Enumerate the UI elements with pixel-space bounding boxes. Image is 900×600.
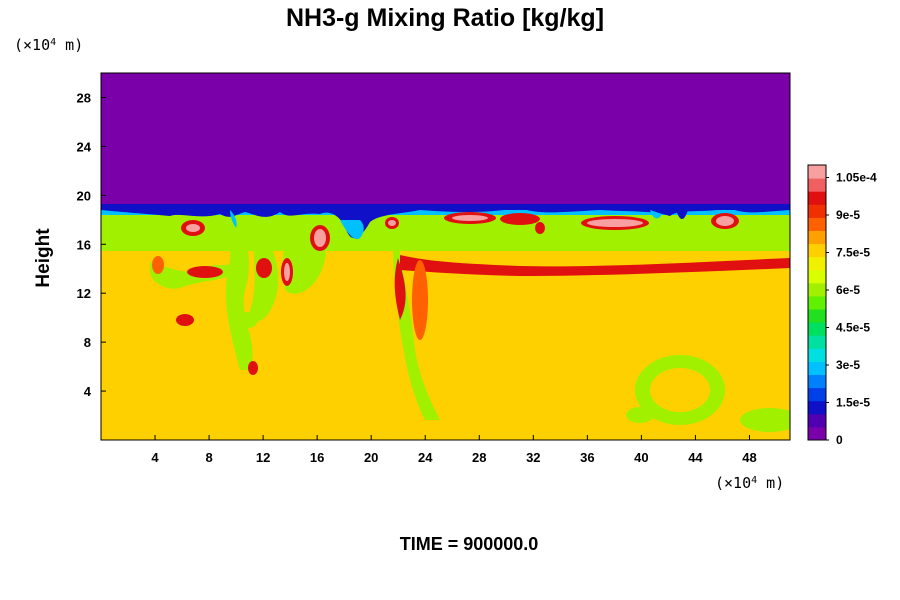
colorbar-swatch — [808, 348, 826, 362]
plume-feature — [282, 215, 326, 294]
colorbar-swatch — [808, 400, 826, 415]
chart-title: NH3-g Mixing Ratio [kg/kg] — [286, 4, 604, 32]
colorbar-swatch — [808, 230, 826, 245]
x-tick-label: 8 — [205, 450, 212, 465]
time-label: TIME = 900000.0 — [400, 534, 539, 554]
colorbar-tick-label: 9e-5 — [836, 208, 860, 222]
y-axis-ticks: 4 8 12 16 20 24 28 — [77, 90, 106, 399]
plot-frame — [100, 72, 791, 441]
cyan-edge-region — [101, 209, 790, 215]
colorbar-swatch — [808, 309, 826, 323]
plume-feature — [740, 408, 790, 432]
colorbar-swatch — [808, 191, 826, 205]
colorbar-tick-label: 1.05e-4 — [836, 171, 877, 185]
plume-feature — [256, 258, 272, 278]
y-tick-label: 16 — [77, 237, 91, 252]
colorbar-swatch — [808, 165, 826, 179]
plume-feature — [284, 263, 290, 281]
colorbar-swatch — [808, 269, 826, 284]
y-tick-label: 24 — [77, 139, 92, 154]
plume-feature — [314, 229, 326, 247]
plume-feature — [186, 224, 200, 232]
upper-atmosphere-overlay — [101, 73, 790, 204]
plume-feature — [535, 222, 545, 234]
x-tick-label: 44 — [688, 450, 703, 465]
colorbar-tick-label: 3e-5 — [836, 358, 860, 372]
colorbar-swatch — [808, 282, 826, 297]
plume-feature — [676, 210, 688, 219]
colorbar-swatch — [808, 295, 826, 310]
plume-feature — [152, 256, 164, 274]
plume-feature — [340, 220, 364, 240]
plume-feature — [716, 216, 734, 226]
y-axis-label: Height — [33, 228, 54, 288]
colorbar-swatch — [808, 243, 826, 258]
y-tick-label: 20 — [77, 188, 91, 203]
plume-feature — [452, 215, 488, 221]
plume-features — [101, 73, 790, 432]
colorbar-frame — [807, 164, 827, 441]
plume-feature — [230, 210, 237, 228]
plume-feature — [650, 210, 662, 219]
colorbar-ticks: 0 1.5e-5 3e-5 4.5e-5 6e-5 7.5e-5 9e-5 1.05e-4 — [826, 171, 877, 447]
colorbar-swatch — [808, 413, 826, 428]
x-tick-label: 24 — [418, 450, 433, 465]
colorbar-tick-label: 4.5e-5 — [836, 321, 870, 335]
plume-feature — [500, 213, 540, 225]
y-axis-unit: (×104 m) — [14, 36, 83, 54]
plume-feature — [412, 260, 428, 340]
plume-feature — [394, 258, 406, 320]
x-axis-ticks: 4 8 12 16 20 24 28 32 36 40 44 48 — [151, 435, 757, 465]
colorbar — [807, 164, 827, 441]
x-tick-label: 4 — [151, 450, 159, 465]
plume-feature — [176, 314, 194, 326]
plume-feature — [650, 368, 710, 412]
colorbar-swatch — [808, 361, 826, 376]
plume-feature — [388, 220, 396, 226]
plume-feature — [400, 255, 790, 276]
colorbar-swatch — [808, 178, 826, 192]
y-tick-label: 12 — [77, 286, 91, 301]
x-tick-label: 20 — [364, 450, 378, 465]
plume-feature — [248, 361, 258, 375]
x-tick-label: 48 — [742, 450, 756, 465]
colorbar-tick-label: 6e-5 — [836, 283, 860, 297]
colorbar-swatch — [808, 217, 826, 231]
y-tick-label: 28 — [77, 90, 91, 105]
colorbar-swatch — [808, 204, 826, 218]
colorbar-swatch — [808, 426, 826, 441]
plume-feature — [392, 220, 440, 420]
colorbar-swatch — [808, 335, 826, 349]
plume-feature — [238, 312, 258, 328]
y-tick-label: 4 — [84, 384, 92, 399]
y-tick-label: 8 — [84, 335, 91, 350]
plume-feature — [101, 204, 790, 239]
x-axis-unit: (×104 m) — [715, 474, 784, 492]
colorbar-swatch — [808, 256, 826, 271]
colorbar-tick-label: 0 — [836, 433, 843, 447]
plume-feature — [626, 407, 654, 423]
colorbar-tick-label: 7.5e-5 — [836, 246, 870, 260]
plume-feature — [187, 266, 223, 278]
x-tick-label: 36 — [580, 450, 594, 465]
colorbar-swatch — [808, 374, 826, 389]
heatmap-field — [101, 73, 790, 440]
x-tick-label: 28 — [472, 450, 486, 465]
x-tick-label: 16 — [310, 450, 324, 465]
colorbar-swatch — [808, 387, 826, 402]
x-tick-label: 12 — [256, 450, 270, 465]
x-tick-label: 32 — [526, 450, 540, 465]
colorbar-swatch — [808, 322, 826, 336]
x-tick-label: 40 — [634, 450, 648, 465]
colorbar-tick-label: 1.5e-5 — [836, 396, 870, 410]
plume-feature — [587, 219, 643, 227]
plume-feature — [225, 212, 253, 370]
